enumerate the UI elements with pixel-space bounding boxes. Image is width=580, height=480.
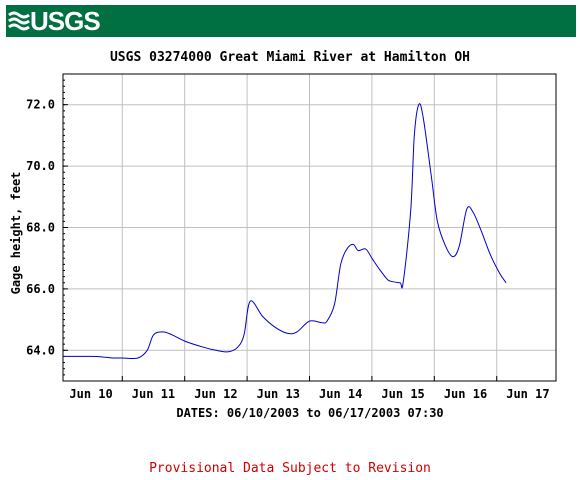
axis-ticks — [63, 79, 498, 382]
x-axis-label: DATES: 06/10/2003 to 06/17/2003 07:30 — [176, 406, 443, 420]
y-axis-label: Gage height, feet — [9, 172, 23, 295]
y-tick-label: 66.0 — [26, 282, 55, 296]
x-tick-label: Jun 16 — [444, 387, 487, 401]
usgs-logo-text: USGS — [30, 6, 101, 36]
y-tick-labels: 64.0 66.0 68.0 70.0 72.0 — [26, 98, 55, 358]
y-tick-label: 64.0 — [26, 343, 55, 357]
x-tick-label: Jun 10 — [69, 387, 112, 401]
x-tick-label: Jun 13 — [257, 387, 300, 401]
grid-lines — [63, 74, 556, 381]
gage-height-series-line — [62, 103, 507, 360]
usgs-wave-logo-icon — [8, 11, 30, 31]
provisional-data-notice: Provisional Data Subject to Revision — [149, 461, 431, 476]
x-tick-label: Jun 12 — [194, 387, 237, 401]
y-tick-label: 68.0 — [26, 221, 55, 235]
chart-title: USGS 03274000 Great Miami River at Hamil… — [110, 50, 470, 65]
x-tick-label: Jun 14 — [319, 387, 362, 401]
usgs-header-bar: USGS — [6, 5, 576, 37]
y-tick-label: 72.0 — [26, 98, 55, 112]
y-tick-label: 70.0 — [26, 159, 55, 173]
x-tick-label: Jun 15 — [381, 387, 424, 401]
x-tick-label: Jun 11 — [132, 387, 175, 401]
x-tick-label: Jun 17 — [506, 387, 549, 401]
x-tick-labels: Jun 10 Jun 11 Jun 12 Jun 13 Jun 14 Jun 15 Jun … — [69, 387, 549, 401]
